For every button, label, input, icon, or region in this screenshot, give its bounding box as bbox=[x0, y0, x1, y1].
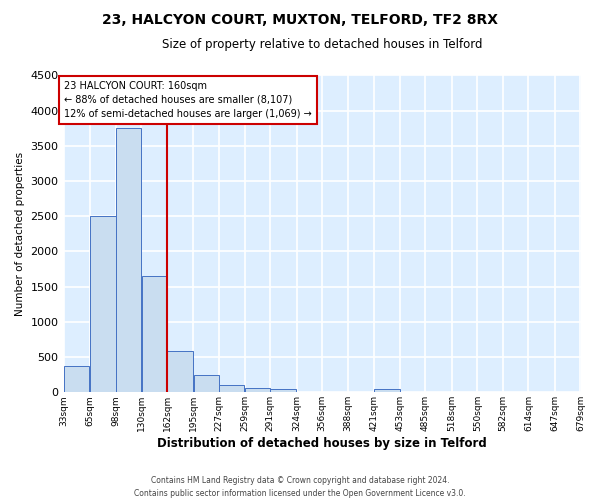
Bar bbox=[90, 216, 116, 392]
Bar bbox=[245, 388, 270, 392]
Text: 23 HALCYON COURT: 160sqm
← 88% of detached houses are smaller (8,107)
12% of sem: 23 HALCYON COURT: 160sqm ← 88% of detach… bbox=[64, 81, 312, 119]
Bar bbox=[219, 384, 244, 392]
Bar bbox=[271, 390, 296, 392]
Bar bbox=[116, 128, 141, 392]
Bar bbox=[167, 352, 193, 393]
Bar bbox=[64, 366, 89, 392]
Text: 23, HALCYON COURT, MUXTON, TELFORD, TF2 8RX: 23, HALCYON COURT, MUXTON, TELFORD, TF2 … bbox=[102, 12, 498, 26]
Bar bbox=[142, 276, 167, 392]
Bar bbox=[374, 389, 400, 392]
Text: Contains HM Land Registry data © Crown copyright and database right 2024.
Contai: Contains HM Land Registry data © Crown c… bbox=[134, 476, 466, 498]
Bar bbox=[194, 376, 219, 392]
Title: Size of property relative to detached houses in Telford: Size of property relative to detached ho… bbox=[162, 38, 482, 51]
X-axis label: Distribution of detached houses by size in Telford: Distribution of detached houses by size … bbox=[157, 437, 487, 450]
Y-axis label: Number of detached properties: Number of detached properties bbox=[15, 152, 25, 316]
